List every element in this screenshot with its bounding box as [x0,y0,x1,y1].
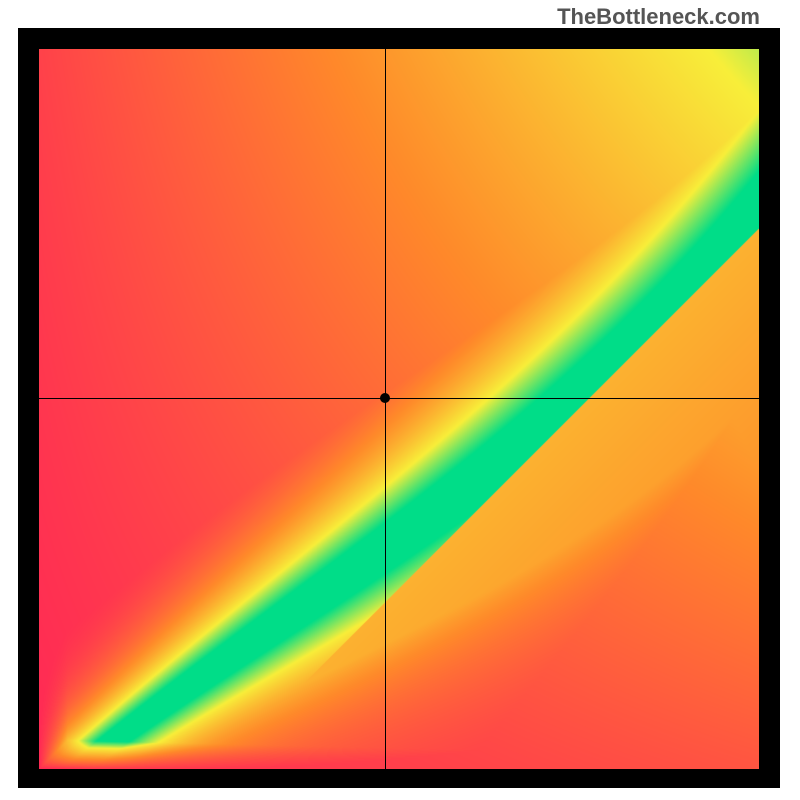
heatmap-canvas [39,49,759,769]
crosshair-horizontal [39,398,759,399]
crosshair-marker [380,393,390,403]
crosshair-vertical [385,49,386,769]
chart-container: TheBottleneck.com [0,0,800,800]
watermark-text: TheBottleneck.com [557,4,760,30]
